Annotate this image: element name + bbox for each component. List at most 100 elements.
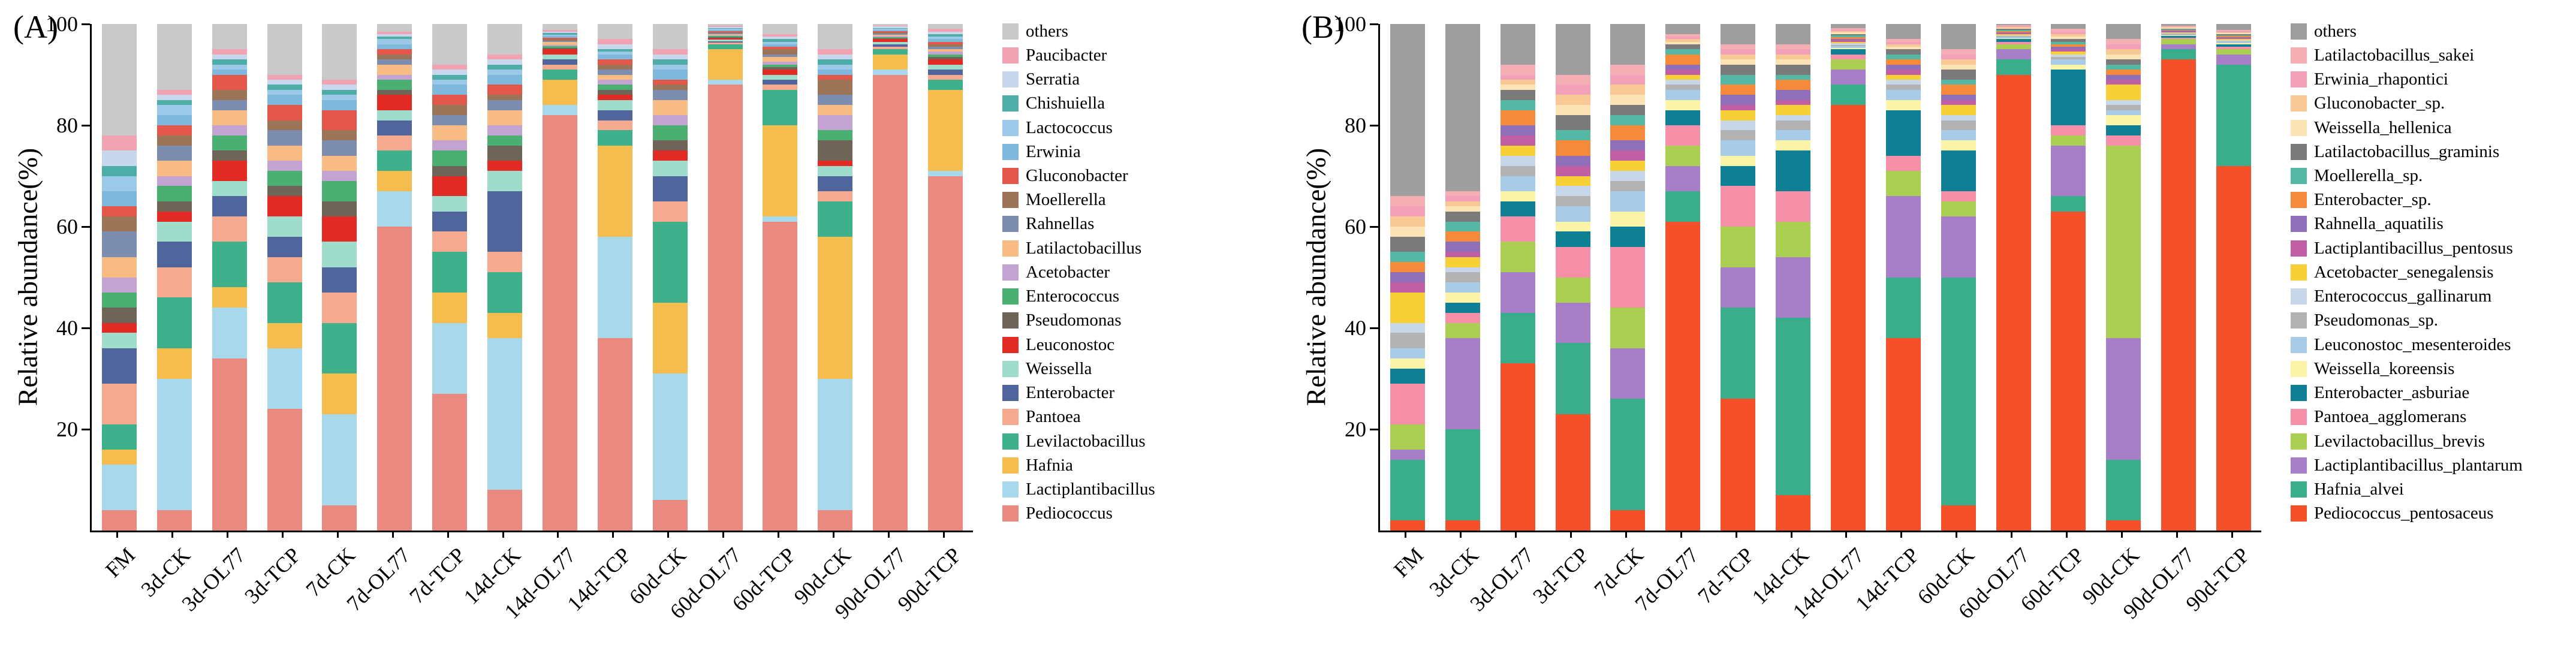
y-tick-label: 80: [56, 113, 78, 137]
bar-segment: [1445, 231, 1480, 242]
legend-label: Pseudomonas_sp.: [2314, 311, 2439, 330]
bar-segment: [377, 191, 412, 227]
bar-segment: [487, 74, 523, 85]
y-tick-label: 60: [1345, 215, 1366, 239]
bar-segment: [1776, 44, 1811, 50]
legend-item: Enterobacter_asburiae: [2291, 381, 2523, 405]
bar-segment: [212, 74, 247, 90]
bar-segment: [432, 252, 468, 293]
bar-segment: [1610, 85, 1646, 95]
legend-swatch: [1002, 192, 1019, 209]
bar-segment: [873, 30, 908, 31]
x-tick-mark: [2176, 531, 2178, 538]
bar-segment: [2106, 74, 2141, 80]
bar-segment: [1885, 49, 1921, 55]
bar-segment: [763, 85, 798, 90]
bar-segment: [322, 323, 357, 374]
bar-segment: [2106, 520, 2141, 531]
bar-segment: [1665, 191, 1701, 222]
bar-segment: [928, 29, 963, 32]
bar-segment: [267, 216, 302, 237]
bar-segment: [707, 37, 743, 38]
bar-segment: [1610, 115, 1646, 125]
bar-segment: [1996, 36, 2031, 37]
bar-segment: [928, 89, 963, 171]
bar-segment: [1445, 282, 1480, 293]
bar-segment: [2216, 38, 2252, 40]
bar-segment: [707, 30, 743, 31]
bar-segment: [1776, 64, 1811, 75]
bar-segment: [763, 56, 798, 62]
legend-item: Weissella_hellenica: [2291, 116, 2523, 140]
legend-swatch: [1002, 71, 1019, 88]
bar-segment: [1885, 196, 1921, 278]
bar-segment: [1555, 176, 1590, 186]
legend-label: Lactiplantibacillus_plantarum: [2314, 455, 2523, 475]
x-tick-mark: [282, 531, 284, 538]
bar-segment: [542, 33, 577, 35]
bar-segment: [267, 171, 302, 186]
bar-segment: [1610, 180, 1646, 191]
bar-segment: [322, 100, 357, 110]
bar-segment: [1830, 34, 1866, 36]
bar-segment: [818, 236, 853, 379]
bar-segment: [212, 59, 247, 65]
bar-segment: [267, 161, 302, 171]
bar-segment: [1941, 277, 1976, 505]
legend-label: Gluconobacter_sp.: [2314, 94, 2445, 113]
bar-segment: [818, 510, 853, 531]
bar-segment: [1555, 231, 1590, 247]
bar-segment: [1555, 246, 1590, 278]
bar-segment: [2051, 64, 2086, 70]
bar-segment: [487, 191, 523, 252]
legend-label: Lactiplantibacillus: [1026, 480, 1155, 499]
legend-swatch: [2291, 192, 2307, 209]
bar-segment: [322, 110, 357, 131]
bar-segment: [928, 70, 963, 75]
bar-segment: [1941, 150, 1976, 191]
bar-segment: [763, 125, 798, 217]
bar-segment: [873, 49, 908, 55]
bar-segment: [652, 79, 688, 85]
bar-segment: [267, 85, 302, 90]
bar-segment: [1776, 221, 1811, 257]
bar-segment: [1610, 161, 1646, 171]
bar-segment: [1721, 308, 1756, 399]
bar-segment: [1445, 201, 1480, 207]
legend-swatch: [1002, 119, 1019, 136]
bar-segment: [542, 59, 577, 65]
y-tick-mark: [82, 124, 90, 126]
bar-segment: [1390, 272, 1425, 282]
bar-segment: [1610, 150, 1646, 161]
bar-segment: [1721, 120, 1756, 131]
bar-segment: [1555, 105, 1590, 116]
bar-segment: [1830, 35, 1866, 37]
bar-segment: [1721, 399, 1756, 531]
legend-swatch: [1002, 457, 1019, 474]
bar-segment: [873, 34, 908, 35]
bar-segment: [928, 59, 963, 65]
bar-segment: [487, 54, 523, 60]
legend-swatch: [2291, 23, 2307, 40]
bar-segment: [377, 37, 412, 40]
bar-segment: [487, 252, 523, 273]
legend-item: Chishuiella: [1002, 92, 1155, 116]
bar-segment: [1665, 85, 1701, 90]
bar-segment: [1445, 312, 1480, 323]
x-tick-mark: [1790, 531, 1792, 538]
bar-segment: [1721, 74, 1756, 85]
bar-segment: [597, 79, 632, 85]
bar-segment: [1996, 28, 2031, 29]
bar-segment: [818, 74, 853, 80]
bar-segment: [1721, 64, 1756, 75]
bar-segment: [928, 74, 963, 80]
bar-segment: [212, 110, 247, 125]
bar-segment: [322, 292, 357, 323]
bar-segment: [2106, 459, 2141, 521]
bar-segment: [597, 44, 632, 50]
bar-segment: [377, 64, 412, 75]
legend-swatch: [2291, 409, 2307, 426]
legend-swatch: [2291, 119, 2307, 136]
bar-segment: [707, 26, 743, 28]
bar-segment: [1500, 176, 1535, 191]
